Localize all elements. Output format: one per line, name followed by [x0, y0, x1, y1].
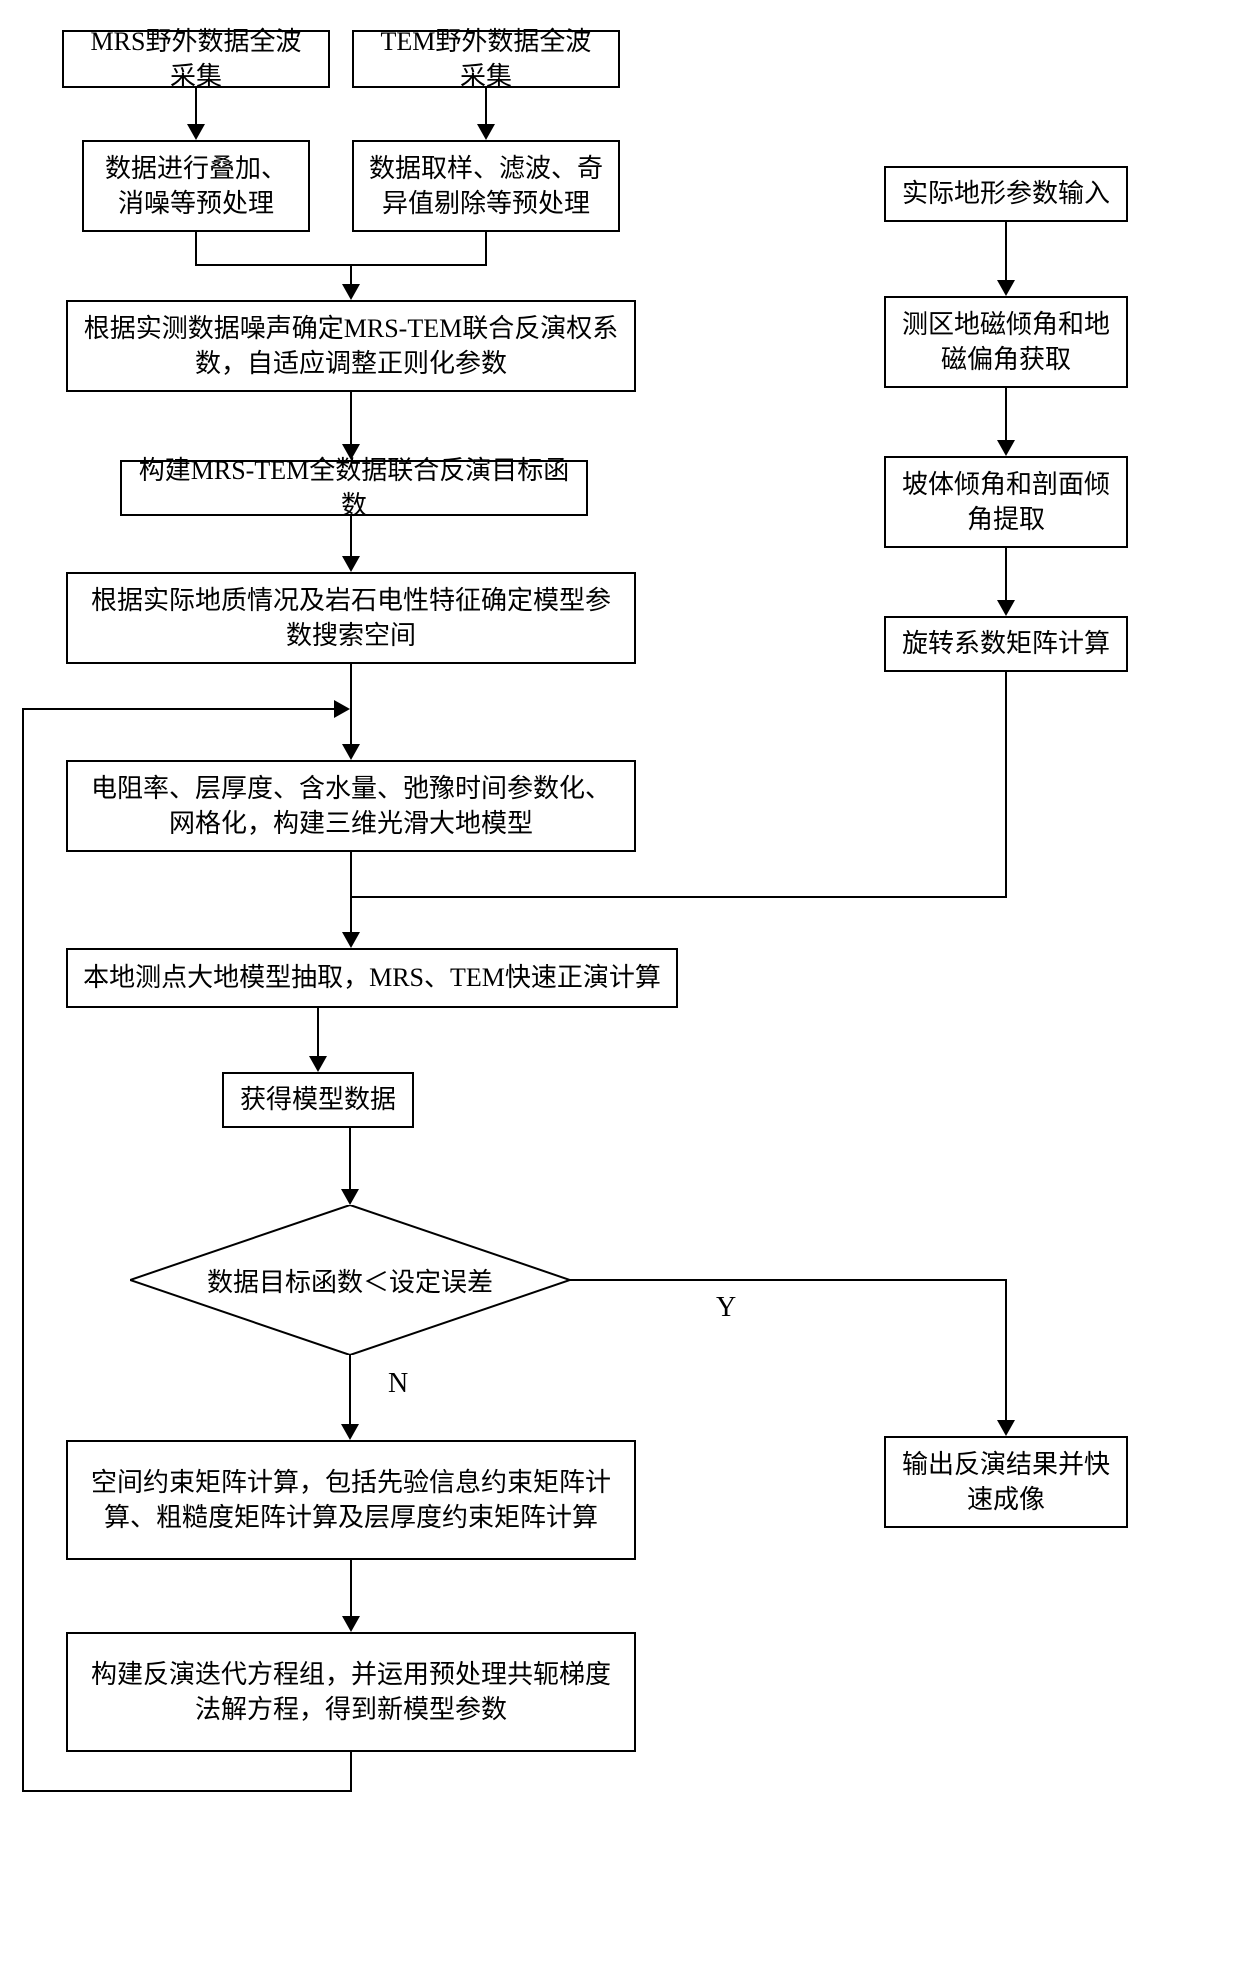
node-model-data: 获得模型数据 — [222, 1072, 414, 1128]
node-output-result: 输出反演结果并快速成像 — [884, 1436, 1128, 1528]
edge — [195, 264, 487, 266]
node-text: 构建MRS-TEM全数据联合反演目标函数 — [136, 453, 572, 523]
node-weight-coeff: 根据实测数据噪声确定MRS-TEM联合反演权系数，自适应调整正则化参数 — [66, 300, 636, 392]
arrowhead-icon — [342, 556, 360, 572]
node-slope-angles: 坡体倾角和剖面倾角提取 — [884, 456, 1128, 548]
arrowhead-icon — [997, 440, 1015, 456]
node-geomag-angles: 测区地磁倾角和地磁偏角获取 — [884, 296, 1128, 388]
decision-error-check: 数据目标函数＜设定误差 — [130, 1205, 570, 1355]
node-mrs-collect: MRS野外数据全波采集 — [62, 30, 330, 88]
node-text: 数据进行叠加、消噪等预处理 — [98, 151, 294, 221]
edge — [350, 852, 352, 936]
node-tem-collect: TEM野外数据全波采集 — [352, 30, 620, 88]
edge — [1005, 548, 1007, 604]
arrowhead-icon — [342, 284, 360, 300]
decision-text: 数据目标函数＜设定误差 — [207, 1262, 493, 1299]
edge — [485, 88, 487, 128]
arrowhead-icon — [997, 280, 1015, 296]
node-text: 获得模型数据 — [240, 1082, 396, 1117]
node-text: 坡体倾角和剖面倾角提取 — [900, 467, 1112, 537]
edge — [350, 1752, 352, 1792]
edge — [195, 88, 197, 128]
edge — [350, 516, 352, 560]
edge — [350, 392, 352, 448]
node-text: 旋转系数矩阵计算 — [902, 626, 1110, 661]
arrowhead-icon — [342, 744, 360, 760]
edge — [349, 1355, 351, 1428]
node-constraint-matrix: 空间约束矩阵计算，包括先验信息约束矩阵计算、粗糙度矩阵计算及层厚度约束矩阵计算 — [66, 1440, 636, 1560]
arrowhead-icon — [997, 1420, 1015, 1436]
edge — [350, 664, 352, 748]
arrowhead-icon — [477, 124, 495, 140]
label-yes: Y — [716, 1292, 736, 1324]
arrowhead-icon — [341, 1189, 359, 1205]
edge — [1005, 1279, 1007, 1424]
edge — [195, 232, 197, 264]
node-text: 测区地磁倾角和地磁偏角获取 — [900, 307, 1112, 377]
arrowhead-icon — [187, 124, 205, 140]
arrowhead-icon — [341, 1424, 359, 1440]
arrowhead-icon — [342, 444, 360, 460]
arrowhead-icon — [334, 700, 350, 718]
node-objective-fn: 构建MRS-TEM全数据联合反演目标函数 — [120, 460, 588, 516]
edge — [1005, 388, 1007, 444]
edge — [1005, 672, 1007, 898]
node-text: 数据取样、滤波、奇异值剔除等预处理 — [368, 151, 604, 221]
node-search-space: 根据实际地质情况及岩石电性特征确定模型参数搜索空间 — [66, 572, 636, 664]
node-text: 根据实际地质情况及岩石电性特征确定模型参数搜索空间 — [82, 583, 620, 653]
edge — [349, 1128, 351, 1193]
edge — [317, 1008, 319, 1060]
arrowhead-icon — [997, 600, 1015, 616]
node-text: 根据实测数据噪声确定MRS-TEM联合反演权系数，自适应调整正则化参数 — [82, 311, 620, 381]
edge — [485, 232, 487, 264]
edge — [1005, 222, 1007, 284]
edge — [22, 1790, 352, 1792]
node-earth-model: 电阻率、层厚度、含水量、弛豫时间参数化、网格化，构建三维光滑大地模型 — [66, 760, 636, 852]
node-text: MRS野外数据全波采集 — [78, 24, 314, 94]
node-forward-calc: 本地测点大地模型抽取，MRS、TEM快速正演计算 — [66, 948, 678, 1008]
node-rotation-matrix: 旋转系数矩阵计算 — [884, 616, 1128, 672]
node-text: 空间约束矩阵计算，包括先验信息约束矩阵计算、粗糙度矩阵计算及层厚度约束矩阵计算 — [82, 1465, 620, 1535]
node-text: TEM野外数据全波采集 — [368, 24, 604, 94]
node-tem-preprocess: 数据取样、滤波、奇异值剔除等预处理 — [352, 140, 620, 232]
label-no: N — [388, 1368, 408, 1400]
node-iteration-eq: 构建反演迭代方程组，并运用预处理共轭梯度法解方程，得到新模型参数 — [66, 1632, 636, 1752]
node-text: 构建反演迭代方程组，并运用预处理共轭梯度法解方程，得到新模型参数 — [82, 1657, 620, 1727]
arrowhead-icon — [342, 1616, 360, 1632]
edge — [352, 896, 1007, 898]
edge — [350, 1560, 352, 1620]
node-text: 电阻率、层厚度、含水量、弛豫时间参数化、网格化，构建三维光滑大地模型 — [82, 771, 620, 841]
node-terrain-input: 实际地形参数输入 — [884, 166, 1128, 222]
edge — [22, 708, 338, 710]
arrowhead-icon — [342, 932, 360, 948]
node-text: 输出反演结果并快速成像 — [900, 1447, 1112, 1517]
node-text: 本地测点大地模型抽取，MRS、TEM快速正演计算 — [83, 960, 661, 995]
node-mrs-preprocess: 数据进行叠加、消噪等预处理 — [82, 140, 310, 232]
edge — [570, 1279, 1007, 1281]
node-text: 实际地形参数输入 — [902, 176, 1110, 211]
edge — [22, 708, 24, 1792]
arrowhead-icon — [309, 1056, 327, 1072]
